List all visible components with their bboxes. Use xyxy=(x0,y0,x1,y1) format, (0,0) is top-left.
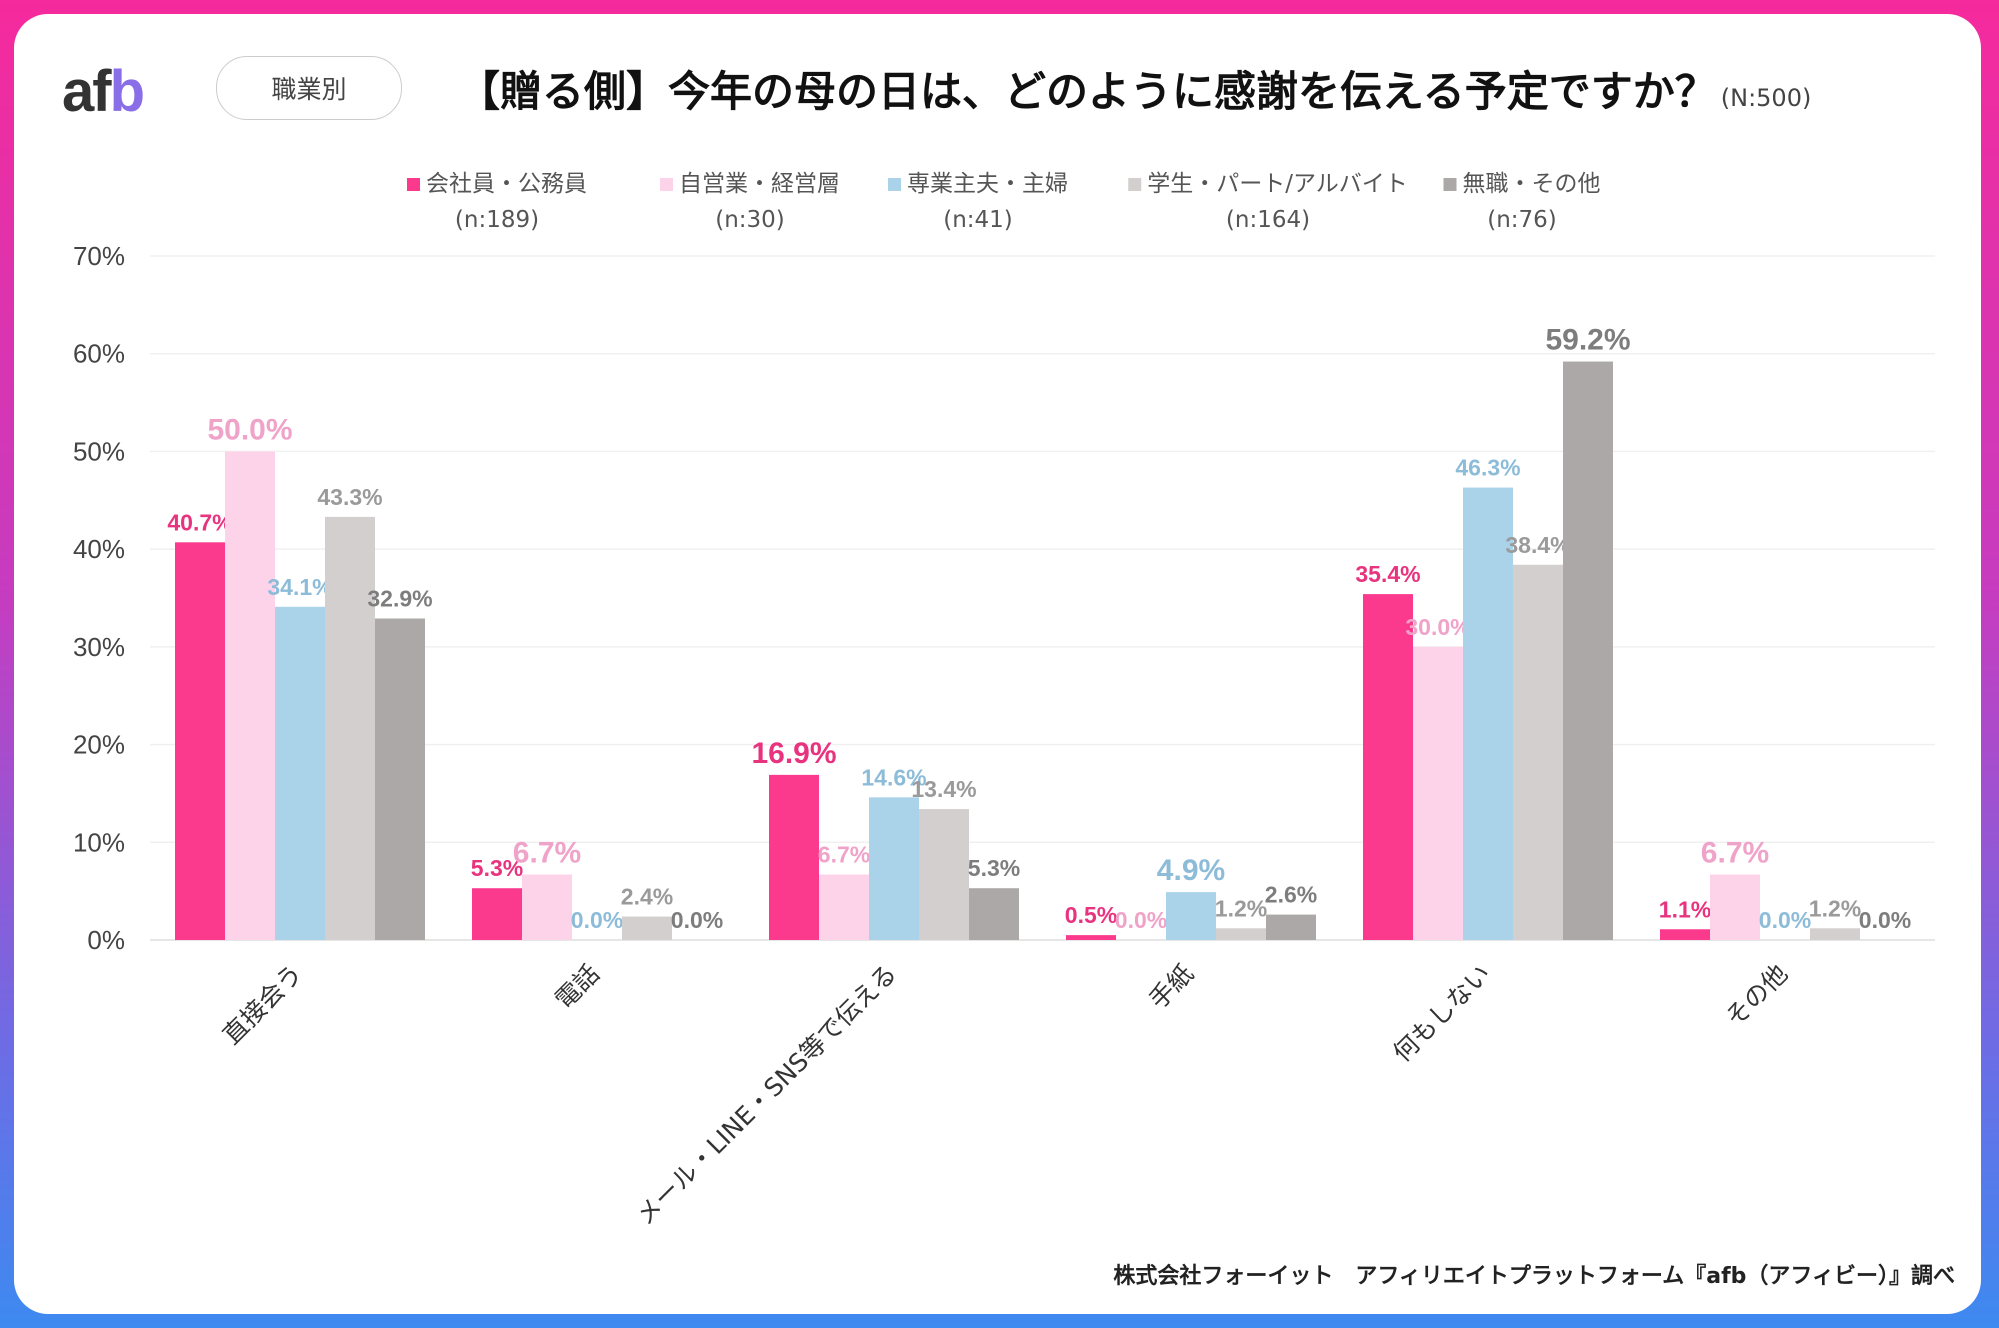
sample-size: (N:500) xyxy=(1720,84,1812,112)
data-label: 34.1% xyxy=(267,574,332,600)
data-label: 38.4% xyxy=(1505,532,1570,558)
data-label: 40.7% xyxy=(167,509,232,535)
legend-swatch xyxy=(660,178,673,191)
legend-n: (n:76) xyxy=(1487,207,1557,233)
data-label: 16.9% xyxy=(751,737,836,770)
data-label: 14.6% xyxy=(861,764,926,790)
data-label: 32.9% xyxy=(367,586,432,612)
bar xyxy=(1463,487,1513,940)
bar xyxy=(1810,928,1860,940)
legend-item: 自営業・経営層 (n:30) xyxy=(660,166,840,238)
bar xyxy=(1710,874,1760,940)
data-label: 0.0% xyxy=(1759,907,1811,933)
y-tick-label: 20% xyxy=(73,730,125,760)
chart-title: 【贈る側】今年の母の日は、どのように感謝を伝える予定ですか？ (N:500) xyxy=(458,58,1811,119)
y-tick-label: 30% xyxy=(73,632,125,662)
bar xyxy=(275,606,325,940)
bar xyxy=(1363,594,1413,940)
filter-pill[interactable]: 職業別 xyxy=(216,56,402,120)
bar xyxy=(225,451,275,940)
source-note: 株式会社フォーイット アフィリエイトプラットフォーム『afb（アフィビー）』調べ xyxy=(1113,1264,1955,1289)
bar xyxy=(1266,914,1316,940)
y-tick-label: 60% xyxy=(73,339,125,369)
data-label: 0.0% xyxy=(671,907,723,933)
bar xyxy=(175,542,225,940)
legend-label: 会社員・公務員 xyxy=(426,171,587,197)
data-label: 59.2% xyxy=(1545,324,1630,357)
data-label: 1.1% xyxy=(1659,896,1711,922)
category-label: 電話 xyxy=(549,959,605,1015)
bar xyxy=(1166,892,1216,940)
y-tick-label: 0% xyxy=(87,925,125,955)
bar xyxy=(472,888,522,940)
data-label: 6.7% xyxy=(818,842,870,868)
data-label: 0.5% xyxy=(1065,902,1117,928)
bar xyxy=(819,874,869,940)
category-label: 直接会う xyxy=(217,959,308,1050)
legend-label: 無職・その他 xyxy=(1462,171,1601,197)
legend-n: (n:30) xyxy=(715,207,785,233)
category-label: 手紙 xyxy=(1143,959,1199,1015)
y-tick-label: 10% xyxy=(73,827,125,857)
data-label: 0.0% xyxy=(1115,907,1167,933)
data-label: 5.3% xyxy=(471,855,523,881)
y-tick-label: 50% xyxy=(73,436,125,466)
data-label: 1.2% xyxy=(1809,895,1861,921)
bar xyxy=(919,809,969,940)
legend-item: 専業主夫・主婦 (n:41) xyxy=(888,166,1068,238)
data-label: 6.7% xyxy=(1701,837,1769,870)
title-text: 【贈る側】今年の母の日は、どのように感謝を伝える予定ですか？ xyxy=(458,67,1717,116)
data-label: 0.0% xyxy=(571,907,623,933)
data-label: 13.4% xyxy=(911,776,976,802)
data-label: 46.3% xyxy=(1455,455,1520,481)
afb-logo: afb xyxy=(62,59,145,124)
bar xyxy=(969,888,1019,940)
bar xyxy=(375,618,425,940)
category-label: メール・LINE・SNS等で伝える xyxy=(630,959,902,1231)
data-label: 35.4% xyxy=(1355,561,1420,587)
legend: 会社員・公務員 (n:189) 自営業・経営層 (n:30) 専業主夫・主婦 (n:41)… xyxy=(0,166,1999,246)
data-label: 6.7% xyxy=(513,837,581,870)
y-tick-label: 40% xyxy=(73,534,125,564)
bar xyxy=(325,516,375,940)
legend-swatch xyxy=(888,178,901,191)
data-label: 30.0% xyxy=(1405,614,1470,640)
legend-label: 自営業・経営層 xyxy=(679,171,840,197)
legend-item: 無職・その他 (n:76) xyxy=(1443,166,1601,238)
legend-item: 会社員・公務員 (n:189) xyxy=(407,166,587,238)
legend-swatch xyxy=(1128,178,1142,191)
legend-label: 専業主夫・主婦 xyxy=(907,171,1068,197)
bar xyxy=(522,874,572,940)
y-tick-label: 70% xyxy=(73,241,125,271)
legend-n: (n:189) xyxy=(454,207,540,233)
legend-n: (n:41) xyxy=(943,207,1013,233)
data-label: 1.2% xyxy=(1215,895,1267,921)
legend-label: 学生・パート/アルバイト xyxy=(1147,171,1408,197)
data-label: 2.4% xyxy=(621,884,673,910)
legend-swatch xyxy=(407,178,420,191)
bar xyxy=(869,797,919,940)
legend-swatch xyxy=(1443,178,1457,191)
bar xyxy=(1563,361,1613,940)
data-label: 4.9% xyxy=(1157,854,1225,887)
data-label: 0.0% xyxy=(1859,907,1911,933)
category-label: 何もしない xyxy=(1387,959,1496,1068)
bar xyxy=(1413,646,1463,940)
data-label: 5.3% xyxy=(968,855,1020,881)
data-label: 50.0% xyxy=(207,413,292,446)
category-label: その他 xyxy=(1720,959,1794,1033)
bar xyxy=(1216,928,1266,940)
bar xyxy=(1066,935,1116,940)
legend-n: (n:164) xyxy=(1225,207,1311,233)
bar xyxy=(769,774,819,940)
bar xyxy=(1513,564,1563,940)
data-label: 2.6% xyxy=(1265,882,1317,908)
bar xyxy=(622,916,672,940)
bar xyxy=(1660,929,1710,940)
legend-item: 学生・パート/アルバイト (n:164) xyxy=(1128,166,1408,238)
data-label: 43.3% xyxy=(317,484,382,510)
